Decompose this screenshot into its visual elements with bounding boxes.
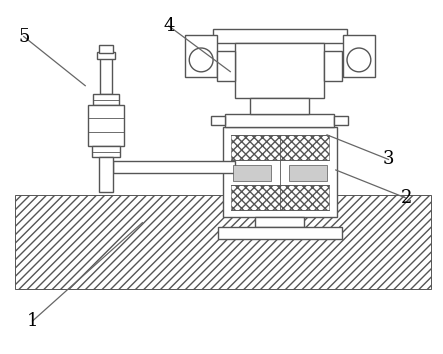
Bar [233, 165, 271, 181]
Text: 1: 1 [27, 312, 38, 330]
Bar [289, 165, 327, 181]
Bar [218, 227, 342, 239]
Bar [225, 114, 334, 127]
Bar [99, 157, 113, 192]
Circle shape [189, 48, 213, 72]
Bar [343, 35, 375, 77]
Bar [235, 43, 324, 98]
Bar [113, 161, 235, 173]
Bar [231, 135, 329, 160]
Bar [97, 52, 115, 59]
Text: 4: 4 [163, 17, 175, 35]
Bar [217, 51, 235, 81]
Text: 3: 3 [383, 150, 394, 169]
Bar [213, 29, 347, 43]
Bar [88, 104, 124, 146]
Bar [99, 45, 113, 53]
Bar [250, 98, 309, 114]
Circle shape [347, 48, 371, 72]
Text: 2: 2 [400, 189, 412, 207]
Bar [185, 35, 217, 77]
Bar [231, 185, 329, 210]
Text: 5: 5 [18, 28, 29, 46]
Bar [255, 217, 304, 227]
Bar [92, 146, 120, 157]
Bar [223, 127, 337, 217]
Bar [93, 94, 119, 104]
Bar [15, 195, 431, 289]
Bar [211, 116, 225, 125]
Bar [334, 116, 348, 125]
Bar [324, 51, 342, 81]
Bar [100, 56, 112, 94]
